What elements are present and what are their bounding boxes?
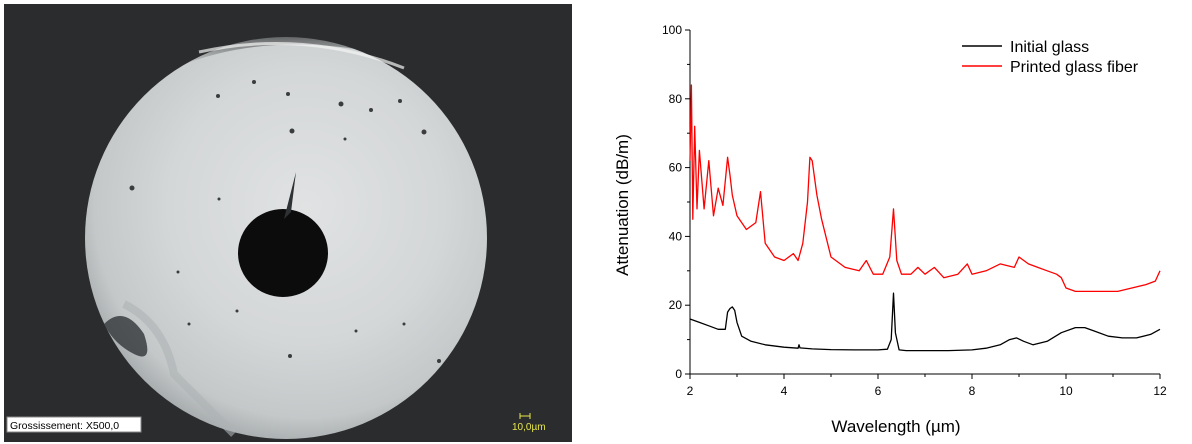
x-tick-label: 6 [875,384,882,398]
core-crack [284,172,296,219]
cladding-edge-shadow [174,24,424,66]
y-axis-label: Attenuation (dB/m) [613,134,632,276]
x-tick-label: 12 [1153,384,1167,398]
x-tick-label: 8 [969,384,976,398]
x-tick-label: 10 [1059,384,1073,398]
series-line-printed-glass-fiber [689,84,1161,293]
y-tick-label: 80 [669,92,683,106]
x-tick-label: 2 [687,384,694,398]
fiber-core [238,209,328,297]
microscope-image: Grossissement: X500,0 10,0µm [4,4,572,442]
scale-bar-label: 10,0µm [512,422,546,433]
scale-bar [519,413,531,419]
y-tick-label: 20 [669,298,683,312]
legend-label: Initial glass [1010,39,1089,56]
legend-label: Printed glass fiber [1010,59,1139,76]
y-tick-label: 0 [675,367,682,381]
series-line-initial-glass [689,292,1161,352]
attenuation-chart: 2 4 6 8 10 12 0 20 40 60 80 100 Initial glass Printed… [613,23,1167,436]
surface-particles [129,80,441,363]
magnification-caption: Grossissement: X500,0 [10,420,119,432]
y-tick-label: 60 [669,161,683,175]
y-tick-label: 40 [669,229,683,243]
cladding-stress-mark [122,300,237,437]
x-tick-label: 4 [781,384,788,398]
x-axis-label: Wavelength (µm) [831,417,960,436]
y-tick-label: 100 [662,23,682,37]
caption-box [6,416,142,433]
plot-area: 2 4 6 8 10 12 0 20 40 60 80 100 Initial glass Printed… [662,23,1167,398]
cladding-chip-defect [104,316,148,357]
cladding-edge-highlight [198,42,405,70]
